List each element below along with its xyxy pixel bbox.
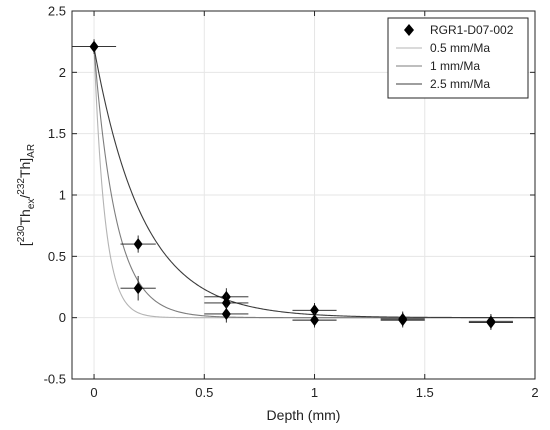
x-tick-label-2: 2 [531,385,538,400]
y-axis-title: [230Thex/232Th]AR [16,144,37,246]
y-axis-title-ar: AR [26,144,37,158]
data-point-12 [468,315,513,330]
y-axis-title-th-2: Th] [17,158,33,178]
y-tick-label-0-5: 0.5 [48,249,66,264]
legend: RGR1-D07-002 0.5 mm/Ma 1 mm/Ma 2.5 mm/Ma [387,17,529,99]
x-tick-label-0: 0 [90,385,97,400]
diamond-marker [221,296,231,309]
y-tick-label-2: 2 [59,65,66,80]
diamond-marker [133,282,143,295]
data-point-5 [204,294,249,312]
y-tick-label-1: 1 [59,188,66,203]
data-point-8 [292,312,337,328]
y-tick-label--0-5: -0.5 [44,372,66,387]
data-point-10 [380,312,425,328]
diamond-marker [89,40,99,53]
data-point-7 [292,302,337,318]
x-axis-title: Depth (mm) [267,407,341,423]
y-axis-title-th-1: Th [17,209,33,225]
diamond-marker [486,316,496,329]
diamond-marker [310,314,320,327]
y-tick-label-2-5: 2.5 [48,4,66,19]
data-point-1 [72,39,117,54]
data-point-3 [120,275,156,301]
legend-label-0-5-mm-ma: 0.5 mm/Ma [430,41,490,55]
y-axis-title-bracket: [ [17,242,33,246]
diamond-marker [133,238,143,251]
diamond-marker [310,304,320,317]
y-tick-label-1-5: 1.5 [48,126,66,141]
x-tick-label-0-5: 0.5 [195,385,213,400]
data-points [72,39,513,330]
axis-ticks [72,10,536,380]
y-axis-title-slash: / [17,195,33,199]
x-tick-label-1: 1 [311,385,318,400]
data-point-6 [204,305,249,323]
diamond-marker [398,314,408,327]
x-tick-label-1-5: 1.5 [416,385,434,400]
y-axis-title-mass-232: 232 [16,178,27,195]
legend-label-1-mm-ma: 1 mm/Ma [430,59,480,73]
tick-labels: 0 0.5 1 1.5 2 -0.5 0 0.5 1 1.5 2 2.5 [44,4,539,401]
legend-label-rgr1-d07-002: RGR1-D07-002 [430,23,514,37]
data-point-2 [120,235,156,253]
y-axis-title-mass-230: 230 [16,225,27,242]
legend-label-2-5-mm-ma: 2.5 mm/Ma [430,77,490,91]
y-axis-title-ex: ex [26,199,37,210]
legend-diamond-marker [404,24,414,36]
y-tick-label-0: 0 [59,310,66,325]
diamond-marker [221,307,231,320]
